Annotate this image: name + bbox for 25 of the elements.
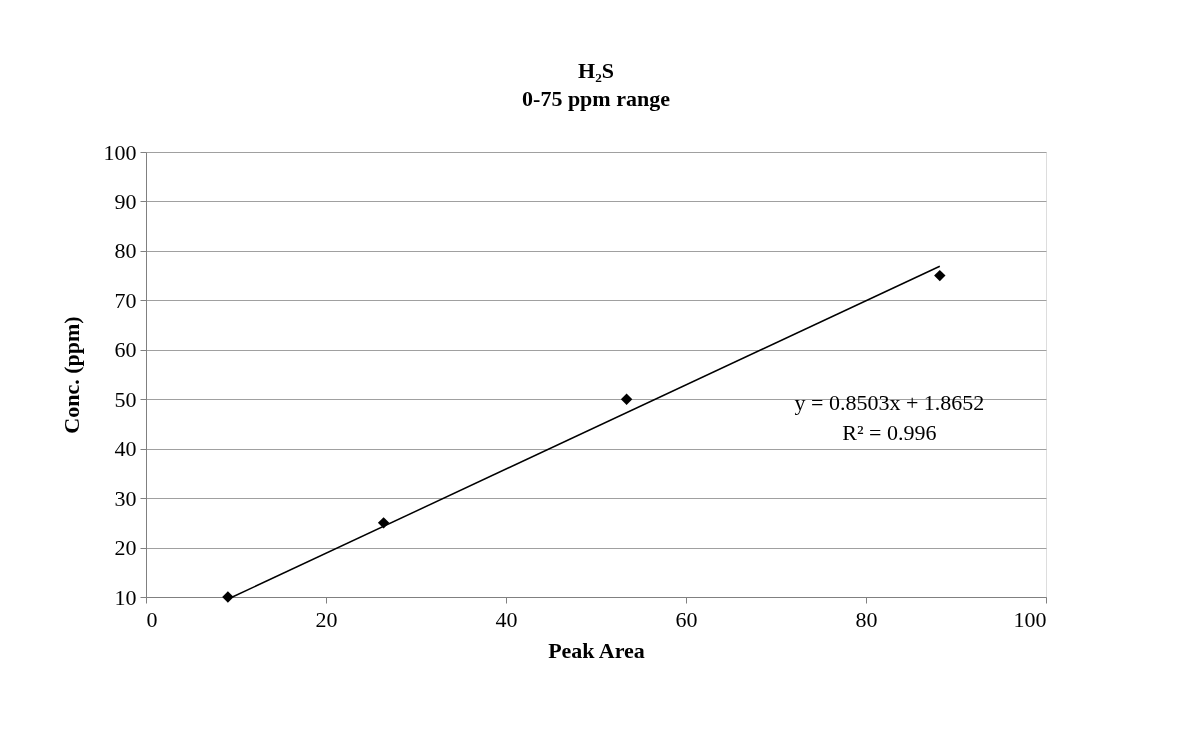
y-tick-label: 90 — [114, 188, 137, 214]
x-tick-label: 40 — [495, 606, 518, 632]
y-tick-label: 20 — [114, 535, 137, 561]
point — [934, 269, 946, 282]
y-tick-label: 100 — [103, 139, 137, 165]
x-tick-label: 80 — [855, 606, 878, 632]
x-tick-label: 0 — [146, 606, 158, 632]
y-tick-label: 70 — [114, 287, 137, 313]
x-tick-label: 60 — [675, 606, 698, 632]
text: 0-75 ppm range — [522, 86, 670, 111]
y-tick-label: 50 — [114, 386, 137, 412]
x-axis-title: Peak Area — [548, 637, 645, 663]
y-tick-label: 30 — [114, 485, 137, 511]
y-tick-label: 10 — [114, 584, 137, 610]
x-tick-label: 100 — [1013, 606, 1047, 632]
point — [620, 393, 633, 405]
text: H₂S — [578, 58, 614, 83]
x-tick-label: 20 — [315, 606, 338, 632]
annotation: y = 0.8503x + 1.8652 — [794, 390, 985, 416]
y-tick-label: 60 — [114, 337, 137, 363]
y-tick-label: 40 — [114, 436, 137, 462]
annotation: R² = 0.996 — [842, 420, 937, 446]
point — [222, 591, 234, 603]
y-tick-label: 80 — [114, 238, 137, 264]
y-axis-title: Conc. (ppm) — [58, 316, 84, 434]
